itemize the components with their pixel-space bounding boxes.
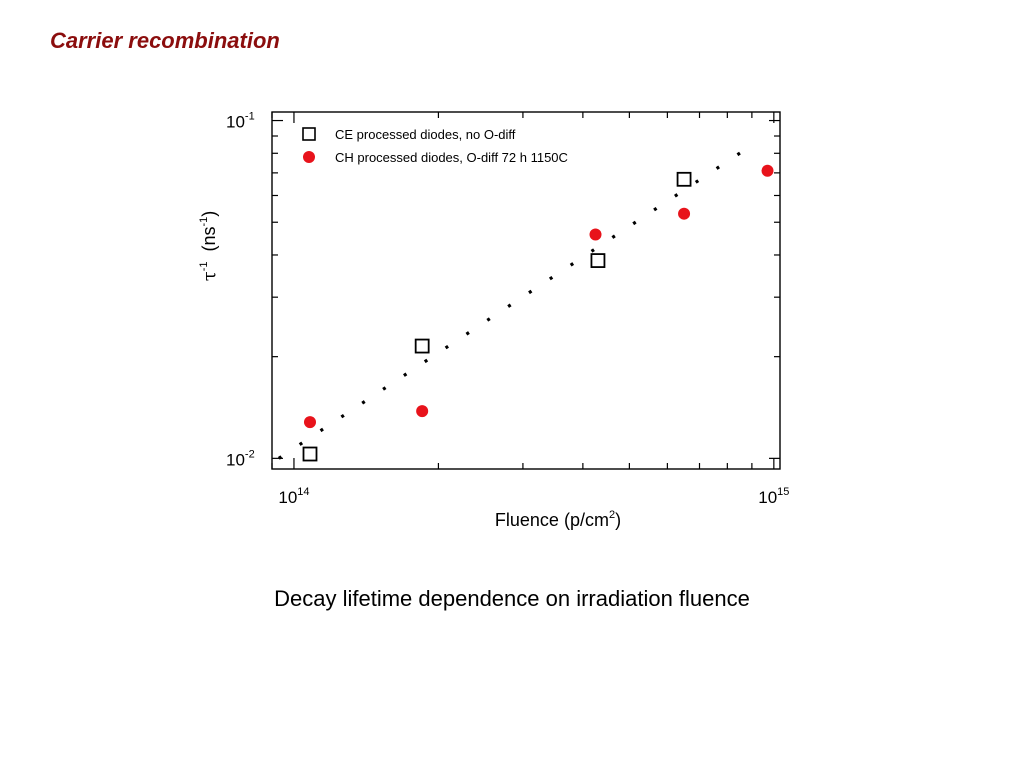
ce-data-point: [414, 338, 430, 354]
tick-labels: 1014 1015 10-2 10-1: [226, 111, 789, 507]
ce-data-point: [590, 253, 606, 268]
legend-label-ce: CE processed diodes, no O-diff: [335, 127, 516, 142]
legend-square-icon: [302, 127, 316, 141]
ch-data-point: [303, 416, 316, 429]
ch-data-point: [416, 405, 429, 418]
ce-data-point: [302, 446, 318, 462]
figure-caption: Decay lifetime dependence on irradiation…: [274, 586, 750, 611]
y-tick-label: 10-2: [226, 448, 255, 469]
x-tick-label: 1014: [278, 486, 309, 507]
data-points: [302, 164, 774, 462]
y-axis-label: τ-1(ns-1): [198, 211, 220, 282]
minor-ticks: [271, 112, 780, 469]
ch-data-point: [589, 228, 602, 241]
x-tick-label: 1015: [758, 486, 789, 507]
plot-frame: [271, 111, 781, 470]
legend: CE processed diodes, no O-diff CH proces…: [302, 127, 568, 165]
legend-circle-icon: [303, 151, 315, 163]
ch-data-point: [761, 164, 774, 177]
fit-line-path: [277, 150, 744, 460]
ch-data-point: [678, 207, 691, 220]
slide-title: Carrier recombination: [50, 28, 280, 53]
legend-label-ch: CH processed diodes, O-diff 72 h 1150C: [335, 150, 568, 165]
x-axis-label: Fluence (p/cm2): [495, 509, 621, 530]
ce-data-point: [676, 171, 692, 187]
fit-line: [277, 150, 744, 460]
y-tick-label: 10-1: [226, 111, 255, 132]
